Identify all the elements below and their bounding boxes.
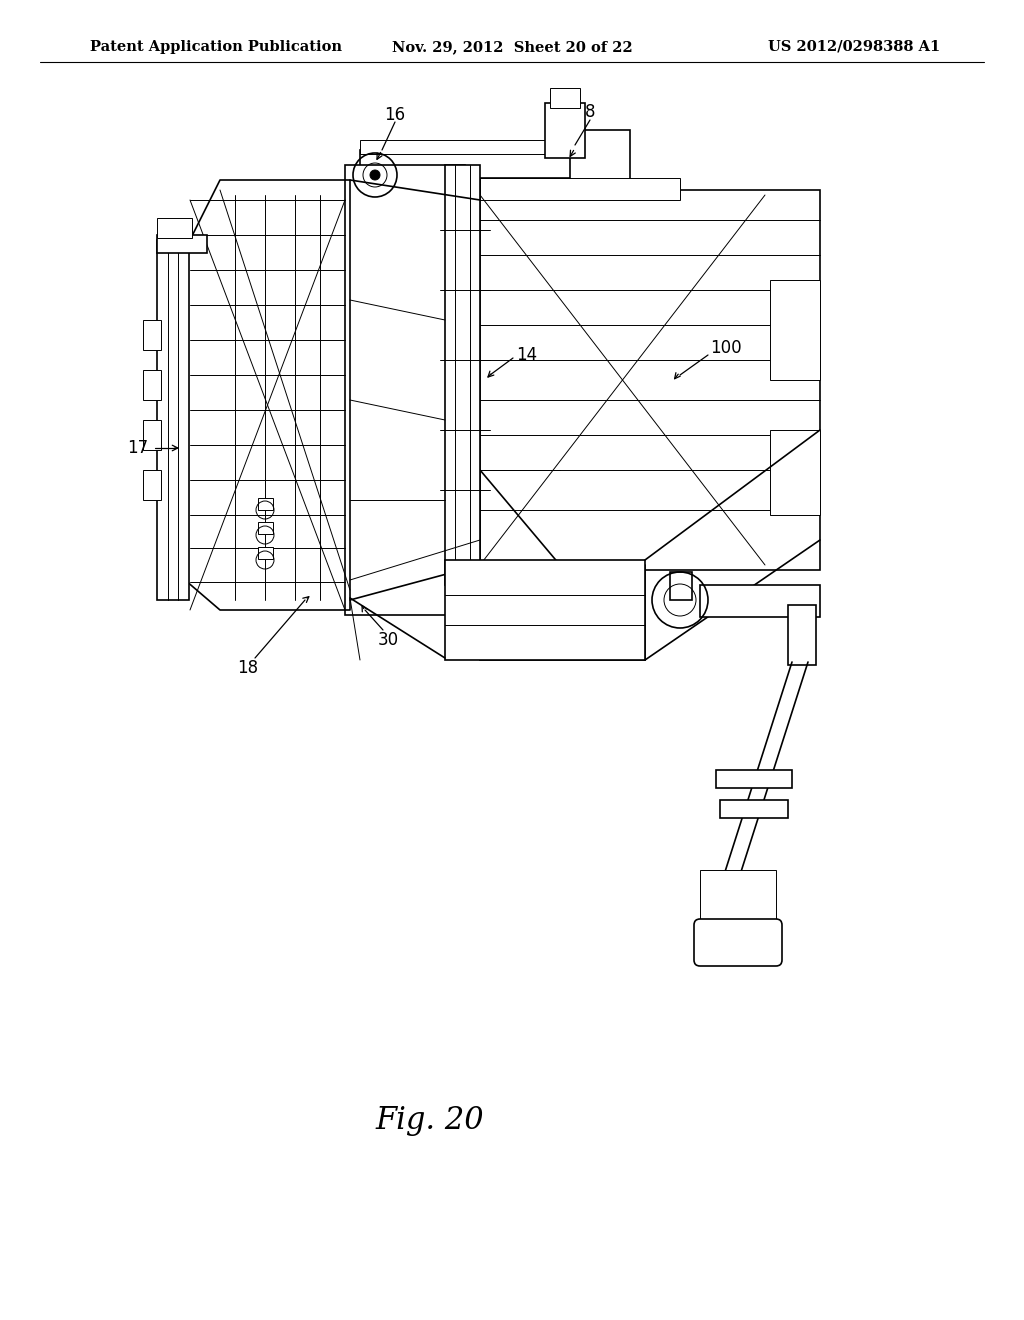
Bar xyxy=(143,470,161,500)
Bar xyxy=(360,140,570,154)
Bar xyxy=(143,370,161,400)
Bar xyxy=(358,220,368,235)
Text: 100: 100 xyxy=(710,339,741,356)
Text: 17: 17 xyxy=(127,440,148,457)
Bar xyxy=(670,572,692,601)
Text: 8: 8 xyxy=(585,103,595,121)
Text: Nov. 29, 2012  Sheet 20 of 22: Nov. 29, 2012 Sheet 20 of 22 xyxy=(391,40,633,54)
Bar xyxy=(345,165,465,615)
Bar xyxy=(143,420,161,450)
Text: 30: 30 xyxy=(378,631,398,649)
Circle shape xyxy=(370,170,380,180)
Bar xyxy=(445,165,480,585)
Text: 14: 14 xyxy=(516,346,538,364)
Bar xyxy=(700,870,776,950)
Text: US 2012/0298388 A1: US 2012/0298388 A1 xyxy=(768,40,940,54)
Text: Fig. 20: Fig. 20 xyxy=(376,1105,484,1135)
FancyBboxPatch shape xyxy=(694,919,782,966)
Bar xyxy=(770,280,820,380)
Bar xyxy=(480,178,680,201)
Bar xyxy=(360,150,570,178)
Bar xyxy=(143,319,161,350)
Bar xyxy=(788,605,816,665)
Bar xyxy=(355,195,370,220)
Bar xyxy=(258,546,273,558)
Bar xyxy=(157,218,193,238)
Text: 18: 18 xyxy=(238,659,259,677)
Text: 16: 16 xyxy=(384,106,406,124)
Bar xyxy=(720,800,788,818)
Bar xyxy=(258,521,273,535)
Text: Patent Application Publication: Patent Application Publication xyxy=(90,40,342,54)
Bar xyxy=(555,129,630,195)
Bar xyxy=(716,770,792,788)
Bar xyxy=(550,88,580,108)
Bar xyxy=(157,240,189,601)
Bar xyxy=(545,103,585,158)
Bar xyxy=(258,498,273,510)
Bar xyxy=(480,190,820,570)
Bar xyxy=(700,585,820,616)
Bar xyxy=(445,560,645,660)
Bar xyxy=(770,430,820,515)
Bar xyxy=(157,235,207,253)
